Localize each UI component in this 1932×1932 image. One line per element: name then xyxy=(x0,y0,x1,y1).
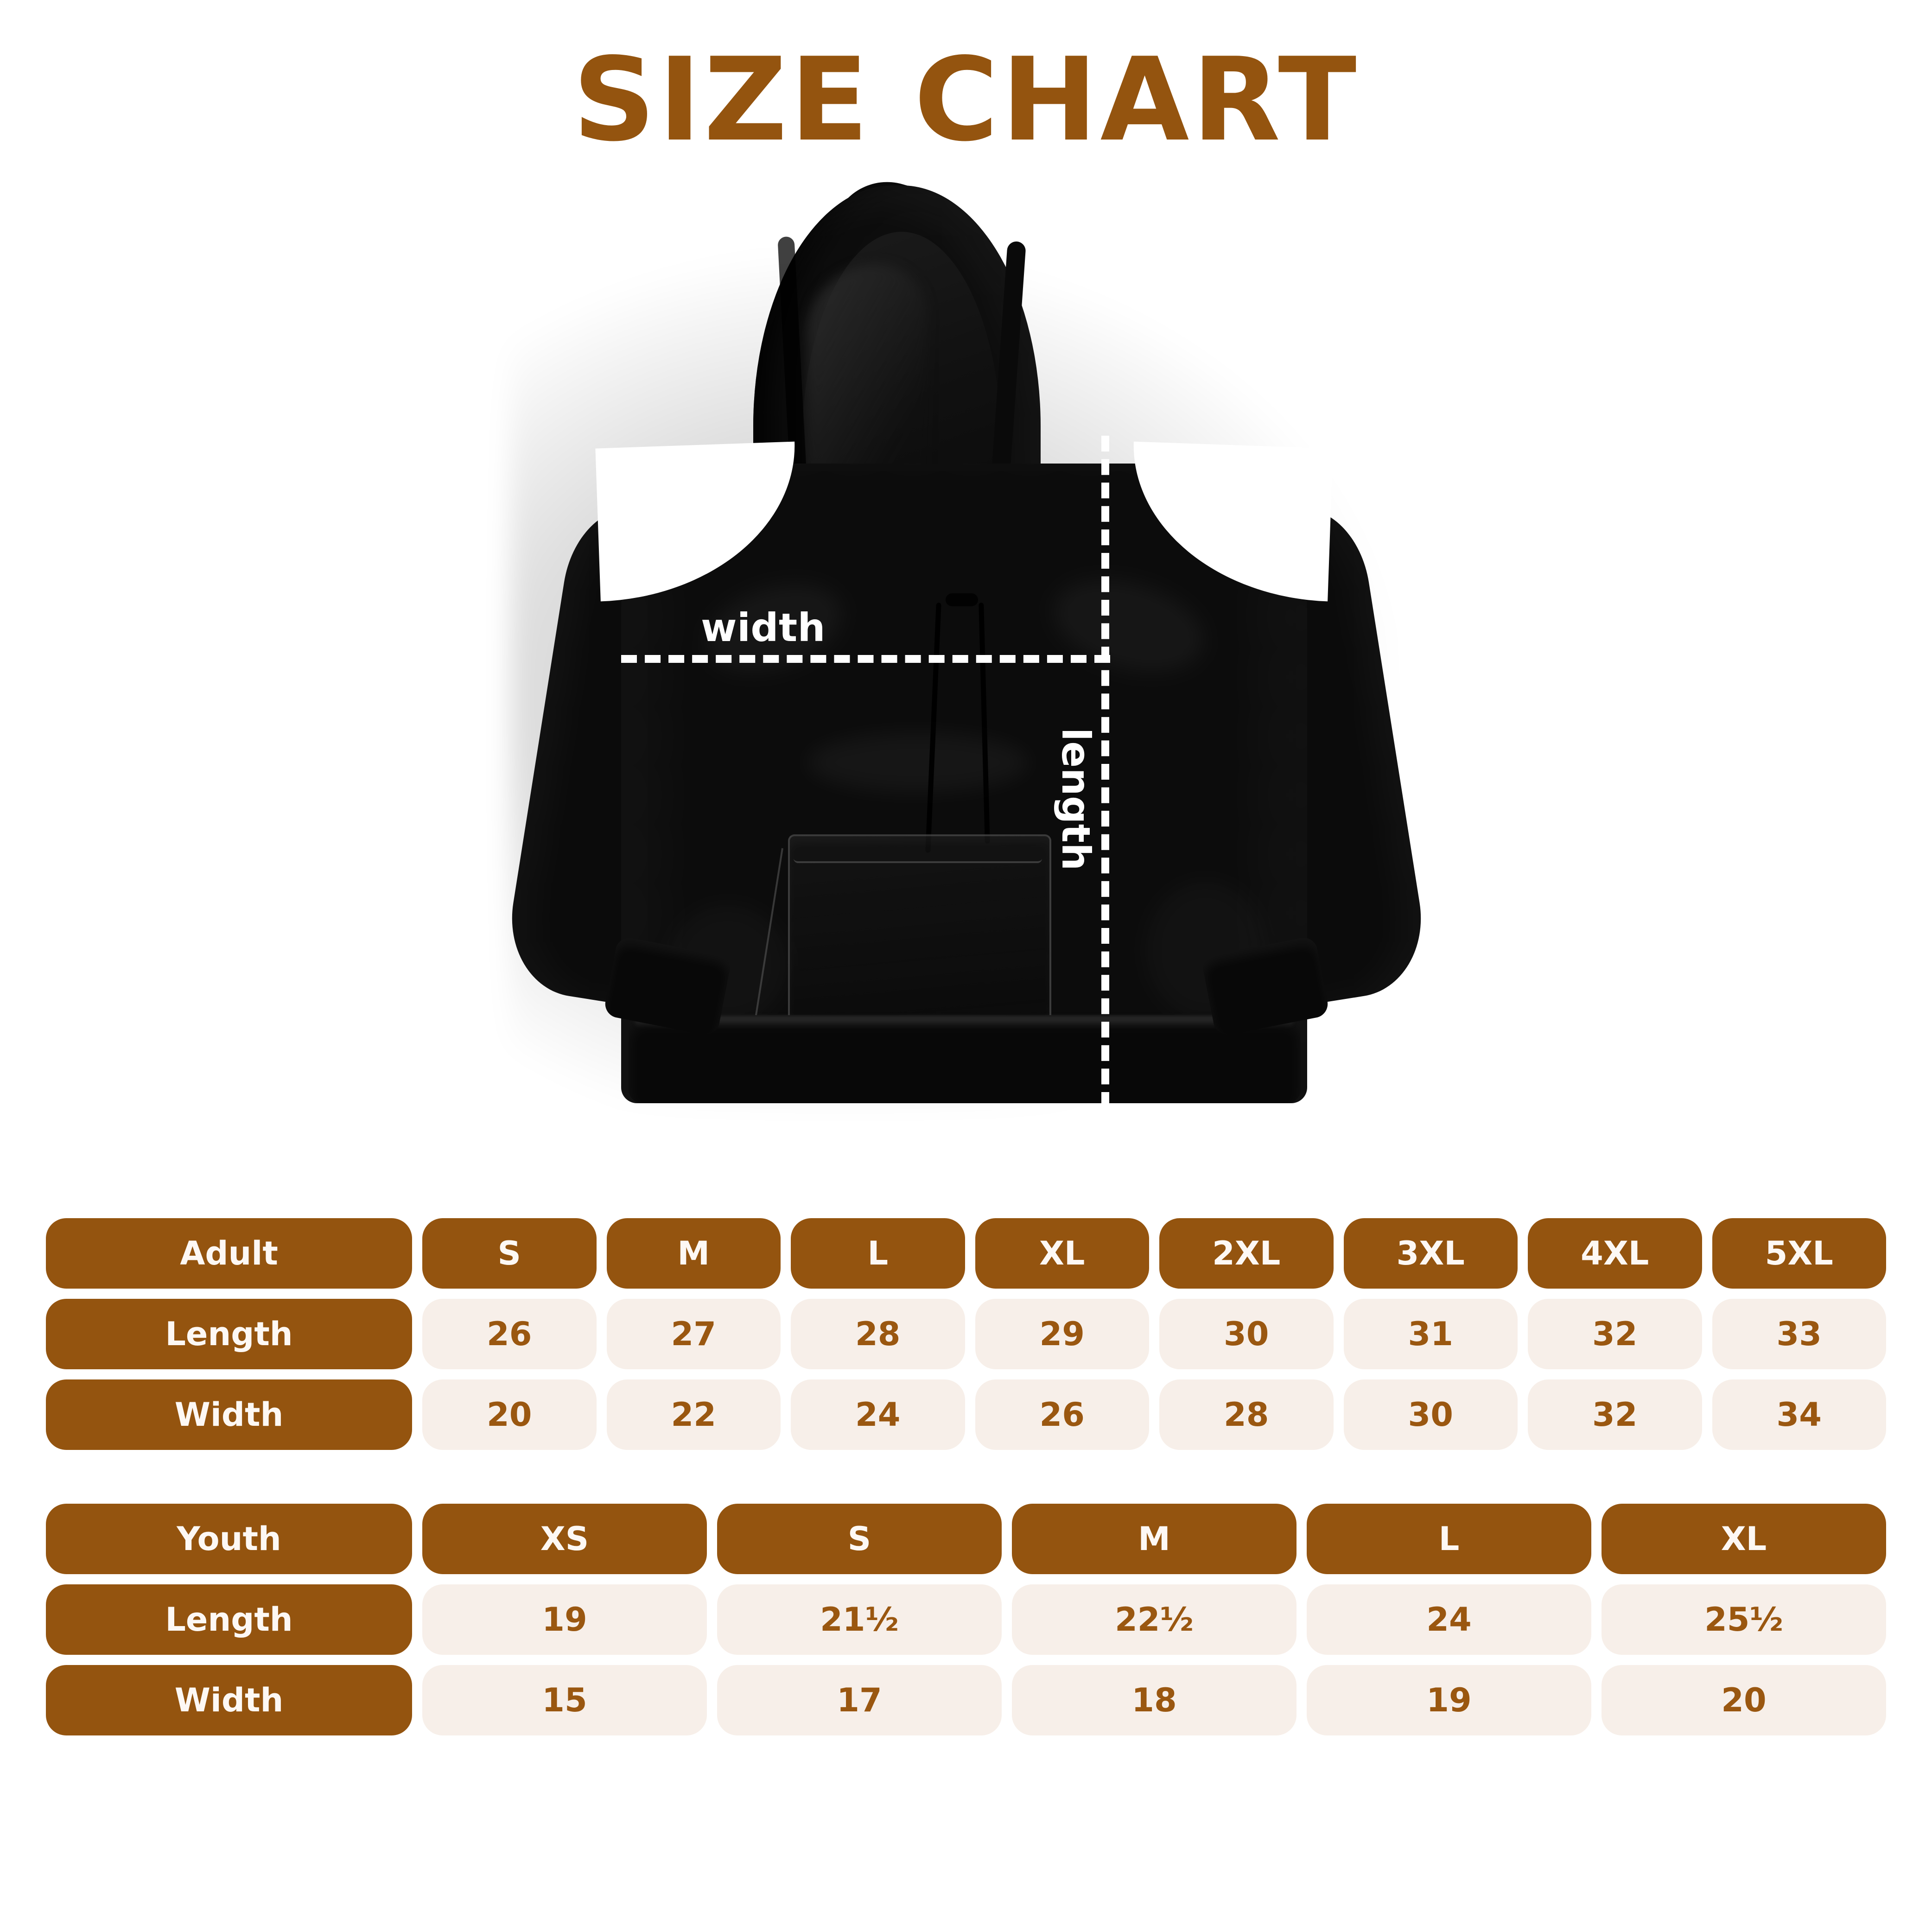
adult-length-l: 28 xyxy=(791,1299,965,1369)
youth-header-row: Youth XS S M L XL xyxy=(46,1504,1886,1574)
adult-width-s: 20 xyxy=(422,1379,597,1450)
adult-length-3xl: 31 xyxy=(1343,1299,1518,1369)
adult-size-2xl[interactable]: 2XL xyxy=(1159,1218,1334,1289)
youth-length-xl: 25½ xyxy=(1602,1584,1886,1655)
youth-length-m: 22½ xyxy=(1012,1584,1296,1655)
adult-length-xl: 29 xyxy=(975,1299,1149,1369)
table-row: Length 19 21½ 22½ 24 25½ xyxy=(46,1584,1886,1655)
page-title: SIZE CHART xyxy=(572,33,1360,167)
drawstring-knot xyxy=(946,593,978,606)
table-row: Width 20 22 24 26 28 30 32 34 xyxy=(46,1379,1886,1450)
adult-length-4xl: 32 xyxy=(1528,1299,1702,1369)
adult-width-5xl: 34 xyxy=(1712,1379,1886,1450)
youth-length-xs: 19 xyxy=(422,1584,707,1655)
adult-width-l: 24 xyxy=(791,1379,965,1450)
kangaroo-pocket xyxy=(788,834,1051,1037)
adult-width-label: Width xyxy=(46,1379,412,1450)
size-tables: Adult S M L XL 2XL 3XL 4XL 5XL Length 26… xyxy=(0,1218,1932,1735)
youth-size-table: Youth XS S M L XL Length 19 21½ 22½ 24 2… xyxy=(46,1504,1886,1735)
table-row: Width 15 17 18 19 20 xyxy=(46,1665,1886,1735)
pocket-opening xyxy=(794,840,1042,863)
youth-row-label: Youth xyxy=(46,1504,412,1574)
youth-size-s[interactable]: S xyxy=(717,1504,1002,1574)
width-guide-line xyxy=(621,655,1110,663)
adult-size-s[interactable]: S xyxy=(422,1218,597,1289)
youth-length-label: Length xyxy=(46,1584,412,1655)
width-label: width xyxy=(701,605,826,650)
adult-length-5xl: 33 xyxy=(1712,1299,1886,1369)
adult-length-2xl: 30 xyxy=(1159,1299,1334,1369)
adult-size-m[interactable]: M xyxy=(606,1218,781,1289)
adult-size-xl[interactable]: XL xyxy=(975,1218,1149,1289)
adult-size-l[interactable]: L xyxy=(791,1218,965,1289)
length-guide-line xyxy=(1101,436,1109,1108)
length-label: length xyxy=(1053,728,1099,871)
youth-width-l: 19 xyxy=(1307,1665,1591,1735)
adult-size-table: Adult S M L XL 2XL 3XL 4XL 5XL Length 26… xyxy=(46,1218,1886,1450)
adult-width-4xl: 32 xyxy=(1528,1379,1702,1450)
youth-size-xl[interactable]: XL xyxy=(1602,1504,1886,1574)
youth-size-xs[interactable]: XS xyxy=(422,1504,707,1574)
youth-width-xl: 20 xyxy=(1602,1665,1886,1735)
hoodie-illustration: width length xyxy=(0,162,1932,1150)
youth-width-label: Width xyxy=(46,1665,412,1735)
adult-row-label: Adult xyxy=(46,1218,412,1289)
youth-size-m[interactable]: M xyxy=(1012,1504,1296,1574)
youth-size-l[interactable]: L xyxy=(1307,1504,1591,1574)
adult-length-s: 26 xyxy=(422,1299,597,1369)
adult-header-row: Adult S M L XL 2XL 3XL 4XL 5XL xyxy=(46,1218,1886,1289)
adult-length-label: Length xyxy=(46,1299,412,1369)
youth-width-s: 17 xyxy=(717,1665,1002,1735)
adult-width-2xl: 28 xyxy=(1159,1379,1334,1450)
adult-width-m: 22 xyxy=(606,1379,781,1450)
youth-length-s: 21½ xyxy=(717,1584,1002,1655)
adult-size-4xl[interactable]: 4XL xyxy=(1528,1218,1702,1289)
adult-size-5xl[interactable]: 5XL xyxy=(1712,1218,1886,1289)
adult-size-3xl[interactable]: 3XL xyxy=(1343,1218,1518,1289)
youth-width-m: 18 xyxy=(1012,1665,1296,1735)
hem-band xyxy=(629,1015,1301,1103)
hoodie-graphic: width length xyxy=(482,169,1451,1145)
adult-length-m: 27 xyxy=(606,1299,781,1369)
adult-width-xl: 26 xyxy=(975,1379,1149,1450)
adult-width-3xl: 30 xyxy=(1343,1379,1518,1450)
table-row: Length 26 27 28 29 30 31 32 33 xyxy=(46,1299,1886,1369)
fabric-highlight xyxy=(807,732,1029,793)
hem-seam xyxy=(635,1017,1293,1028)
youth-width-xs: 15 xyxy=(422,1665,707,1735)
youth-length-l: 24 xyxy=(1307,1584,1591,1655)
